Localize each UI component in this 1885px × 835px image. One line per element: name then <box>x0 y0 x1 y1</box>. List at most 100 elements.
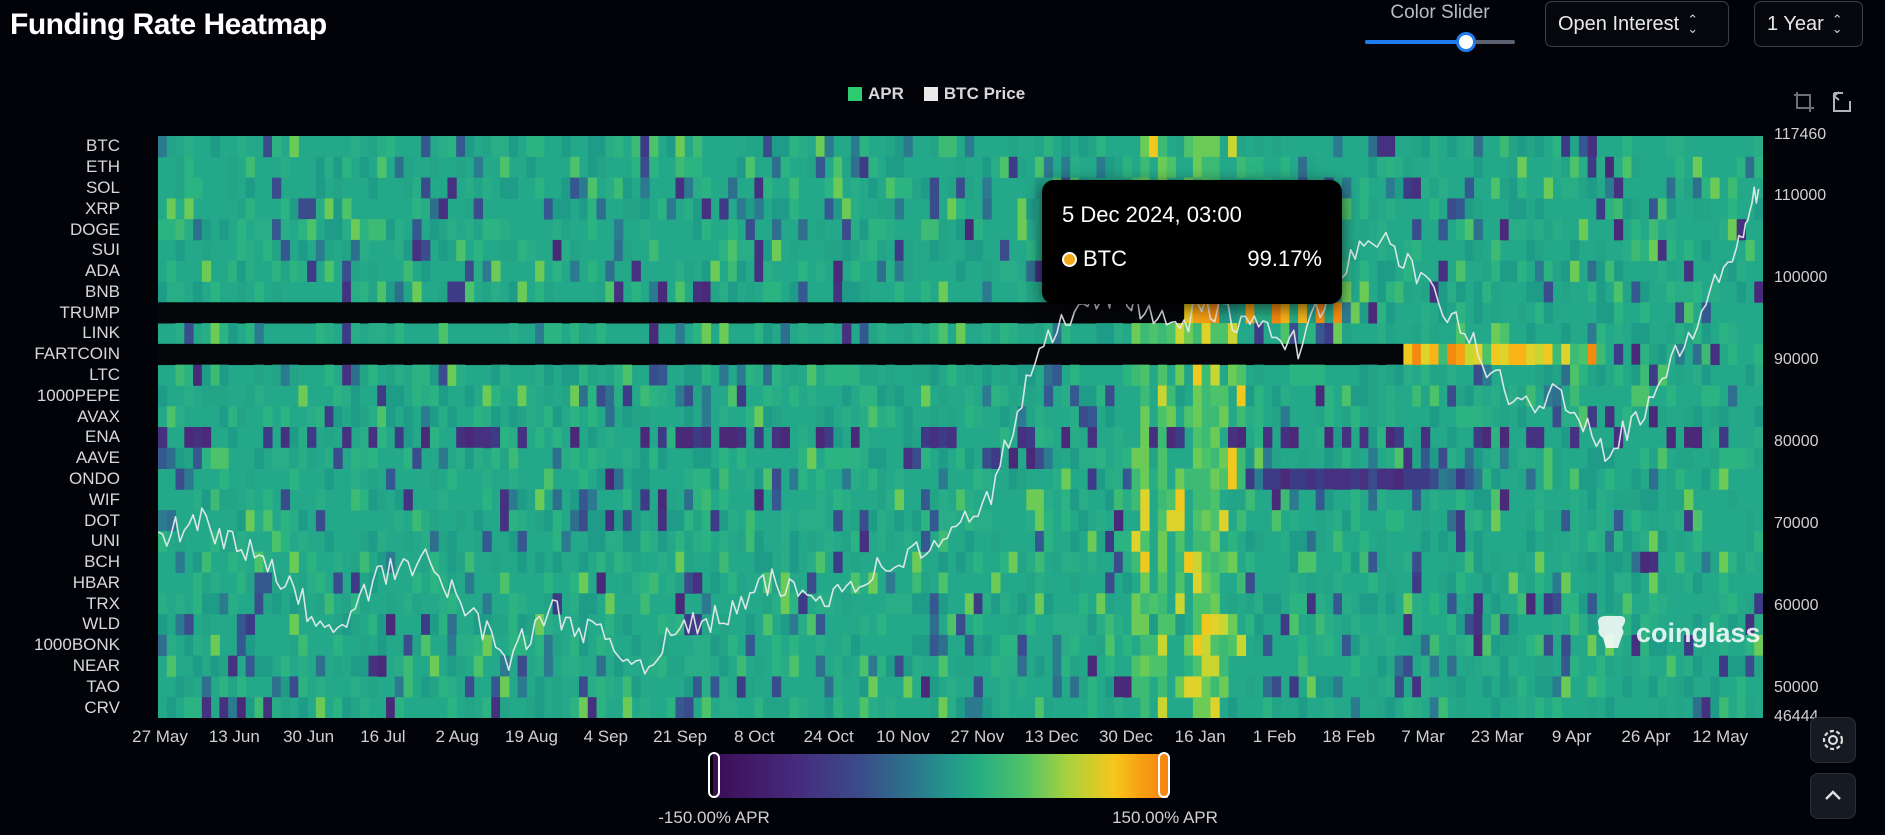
heatmap-cell <box>482 219 492 241</box>
heatmap-cell <box>1438 343 1448 366</box>
heatmap-cell <box>464 697 475 718</box>
heatmap-cell <box>1087 136 1097 158</box>
heatmap-cell <box>736 156 747 178</box>
heatmap-cell <box>1113 676 1124 698</box>
heatmap-cell <box>1754 593 1763 615</box>
heatmap-plot[interactable] <box>158 136 1763 718</box>
legend-item-apr[interactable]: APR <box>848 84 904 104</box>
heatmap-cell <box>1482 572 1492 594</box>
heatmap-cell <box>1719 468 1729 490</box>
heatmap-cell <box>938 447 948 469</box>
heatmap-cell <box>1254 302 1264 324</box>
heatmap-cell <box>1043 697 1054 718</box>
heatmap-cell <box>947 136 957 158</box>
heatmap-cell <box>438 406 448 428</box>
metric-select[interactable]: Open Interest ⌃ ⌄ <box>1545 1 1729 47</box>
heatmap-cell <box>1517 468 1527 490</box>
heatmap-cell <box>315 676 326 698</box>
heatmap-cell <box>429 364 440 386</box>
heatmap-cell <box>622 343 633 366</box>
legend-item-btc-price[interactable]: BTC Price <box>923 84 1025 104</box>
heatmap-cell <box>947 198 957 220</box>
heatmap-cell <box>789 655 799 677</box>
heatmap-cell <box>1561 136 1571 158</box>
heatmap-cell <box>438 302 448 324</box>
heatmap-cell <box>1113 427 1124 449</box>
heatmap-cell <box>587 593 598 615</box>
heatmap-cell <box>1473 593 1483 615</box>
heatmap-cell <box>693 343 703 366</box>
heatmap-cell <box>938 593 948 615</box>
heatmap-cell <box>508 447 519 469</box>
color-scale-max-handle[interactable] <box>1158 752 1170 798</box>
heatmap-cell <box>1526 593 1536 615</box>
heatmap-cell <box>859 427 869 449</box>
heatmap-cell <box>1684 655 1694 677</box>
heatmap-cell <box>491 385 501 407</box>
heatmap-cell <box>1087 676 1097 698</box>
color-slider[interactable]: Color Slider <box>1365 0 1515 60</box>
heatmap-cell <box>456 281 466 303</box>
scroll-top-button[interactable] <box>1810 773 1856 819</box>
heatmap-cell <box>1447 281 1457 303</box>
heatmap-cell <box>1412 447 1422 469</box>
slider-thumb[interactable] <box>1456 32 1476 52</box>
heatmap-cell <box>1570 343 1580 366</box>
heatmap-cell <box>1482 364 1492 386</box>
heatmap-cell <box>964 364 975 386</box>
heatmap-cell <box>789 198 799 220</box>
heatmap-cell <box>1254 156 1264 178</box>
heatmap-cell <box>1035 447 1045 469</box>
heatmap-cell <box>1631 634 1641 657</box>
heatmap-cell <box>359 219 369 241</box>
heatmap-cell <box>1719 323 1729 345</box>
heatmap-cell <box>438 614 448 636</box>
heatmap-cell <box>464 385 475 407</box>
heatmap-cell <box>1368 406 1378 428</box>
heatmap-cell <box>1105 468 1115 490</box>
heatmap-cell <box>675 530 685 553</box>
crop-zoom-icon[interactable] <box>1792 90 1816 114</box>
heatmap-cell <box>1447 343 1457 366</box>
heatmap-cell <box>263 697 273 718</box>
heatmap-cell <box>1210 489 1220 511</box>
heatmap-cell <box>824 427 834 449</box>
heatmap-cell <box>675 593 685 615</box>
heatmap-cell <box>894 239 904 262</box>
color-scale-min-handle[interactable] <box>708 752 720 798</box>
heatmap-cell <box>324 239 334 262</box>
heatmap-cell <box>824 136 834 158</box>
heatmap-cell <box>298 260 308 282</box>
heatmap-cell <box>473 239 484 262</box>
heatmap-cell <box>1377 614 1387 636</box>
heatmap-cell <box>1368 198 1378 220</box>
heatmap-cell <box>184 323 194 345</box>
heatmap-cell <box>333 614 343 636</box>
heatmap-cell <box>1473 489 1483 511</box>
heatmap-cell <box>1368 676 1378 698</box>
heatmap-cell <box>614 343 624 366</box>
heatmap-cell <box>1306 593 1317 615</box>
heatmap-cell <box>1385 177 1396 199</box>
heatmap-cell <box>728 343 738 366</box>
heatmap-cell <box>219 385 229 407</box>
heatmap-cell <box>412 177 422 199</box>
heatmap-cell <box>421 551 431 573</box>
heatmap-cell <box>964 385 975 407</box>
settings-button[interactable] <box>1810 717 1856 763</box>
heatmap-cell <box>657 385 668 407</box>
heatmap-cell <box>1236 364 1247 386</box>
heatmap-cell <box>298 634 308 657</box>
heatmap-cell <box>272 260 282 282</box>
heatmap-cell <box>877 655 887 677</box>
heatmap-cell <box>701 364 712 386</box>
heatmap-cell <box>1385 136 1396 158</box>
heatmap-cell <box>1385 676 1396 698</box>
heatmap-cell <box>1228 634 1238 657</box>
reset-zoom-icon[interactable] <box>1830 90 1854 114</box>
heatmap-cell <box>1675 302 1685 324</box>
range-select[interactable]: 1 Year ⌃ ⌄ <box>1754 1 1863 47</box>
color-scale-bar[interactable] <box>713 754 1168 798</box>
heatmap-cell <box>1324 406 1334 428</box>
heatmap-cell <box>421 364 431 386</box>
